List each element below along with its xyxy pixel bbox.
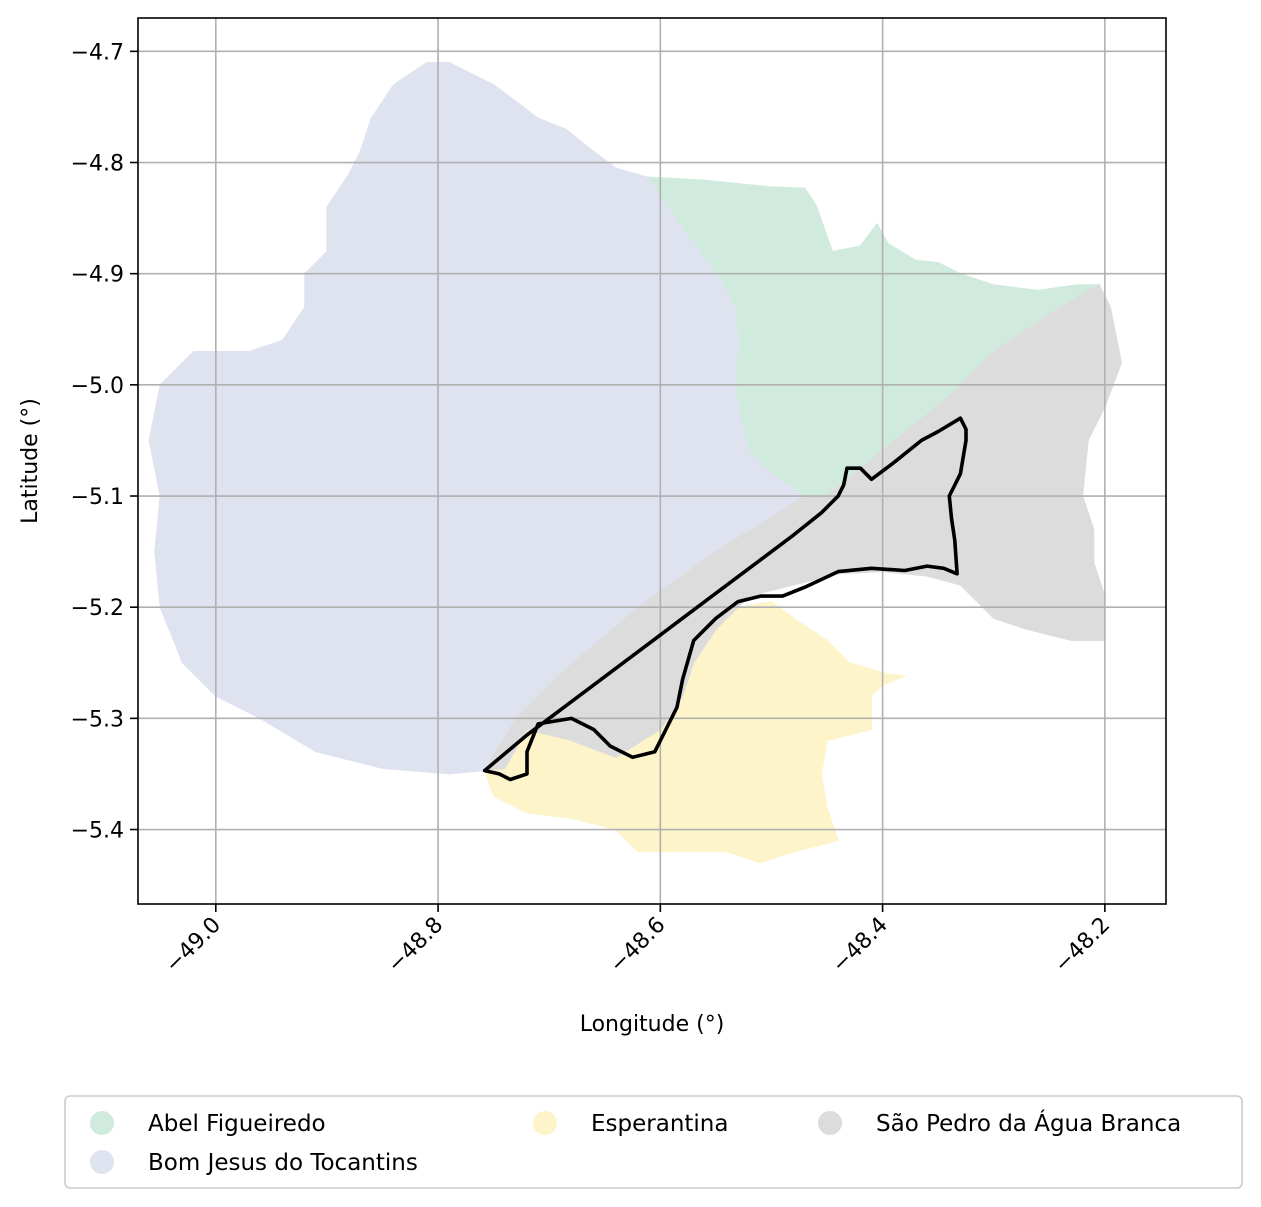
- legend-label-sao-pedro-da-agua-branca: São Pedro da Água Branca: [876, 1109, 1181, 1137]
- region-bom-jesus-do-tocantins: [148, 62, 806, 775]
- legend-label-bom-jesus-do-tocantins: Bom Jesus do Tocantins: [148, 1150, 418, 1176]
- legend-marker-esperantina: [533, 1111, 557, 1135]
- legend: Abel Figueiredo Bom Jesus do Tocantins Esp…: [64, 1095, 1243, 1189]
- legend-label-abel-figueiredo: Abel Figueiredo: [148, 1111, 326, 1137]
- y-tick-label: −5.0: [71, 374, 124, 399]
- plot-frame: [137, 17, 1167, 905]
- legend-items: Abel Figueiredo Bom Jesus do Tocantins Esp…: [90, 1109, 1181, 1176]
- outline-layer: [482, 416, 968, 782]
- y-tick-label: −4.7: [71, 40, 124, 65]
- legend-marker-bom-jesus-do-tocantins: [90, 1150, 114, 1174]
- y-tick-label: −5.4: [71, 819, 124, 844]
- x-axis-title: Longitude (°): [580, 1012, 725, 1037]
- legend-marker-abel-figueiredo: [90, 1111, 114, 1135]
- y-axis-title: Latitude (°): [18, 398, 43, 524]
- grid-layer: [138, 18, 1166, 904]
- y-tick-label: −4.8: [71, 152, 124, 177]
- highlight-outline: [482, 416, 968, 782]
- y-tick-label: −5.3: [71, 707, 124, 732]
- legend-label-esperantina: Esperantina: [591, 1111, 728, 1137]
- y-tick-label: −4.9: [71, 263, 124, 288]
- y-tick-label: −5.2: [71, 596, 124, 621]
- legend-marker-sao-pedro-da-agua-branca: [818, 1111, 842, 1135]
- y-tick-label: −5.1: [71, 485, 124, 510]
- legend-frame: [64, 1095, 1243, 1189]
